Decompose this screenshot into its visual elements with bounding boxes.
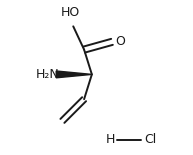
Text: O: O bbox=[116, 35, 125, 48]
Polygon shape bbox=[56, 71, 92, 78]
Text: H: H bbox=[106, 133, 115, 146]
Text: HO: HO bbox=[61, 6, 80, 19]
Text: H₂N: H₂N bbox=[36, 68, 60, 81]
Text: Cl: Cl bbox=[144, 133, 156, 146]
